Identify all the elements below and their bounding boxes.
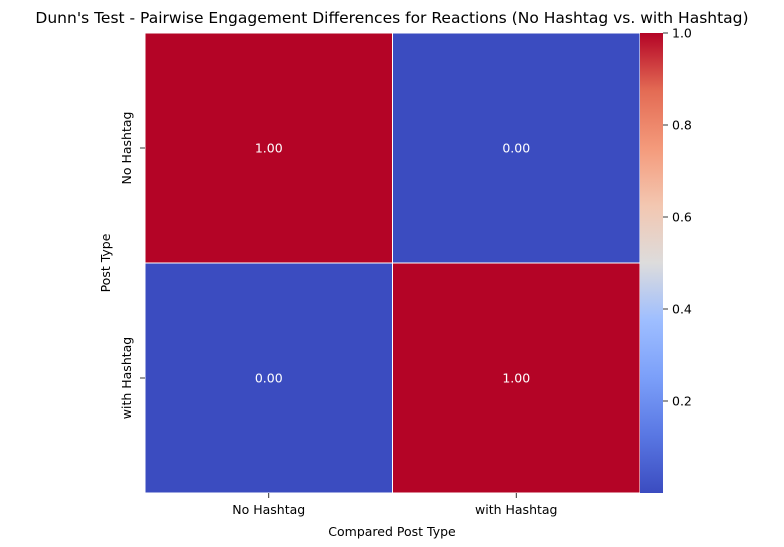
heatmap-cell <box>392 32 641 264</box>
x-tick-label: No Hashtag <box>232 502 305 517</box>
colorbar-ticks: 0.2 0.4 0.6 0.8 1.0 <box>663 26 692 409</box>
cell-annotation: 0.00 <box>502 141 530 156</box>
y-tick-label: with Hashtag <box>119 337 134 419</box>
cell-annotation: 1.00 <box>255 141 283 156</box>
heatmap-cell <box>392 262 641 494</box>
heatmap-cells <box>144 32 641 494</box>
chart-title: Dunn's Test - Pairwise Engagement Differ… <box>35 9 748 27</box>
x-axis-ticks: No Hashtag with Hashtag <box>232 493 557 517</box>
colorbar <box>640 33 663 493</box>
colorbar-tick-label: 0.6 <box>672 210 692 225</box>
colorbar-tick-label: 0.8 <box>672 118 692 133</box>
colorbar-tick-label: 1.0 <box>672 26 692 41</box>
heatmap-cell <box>144 262 393 494</box>
x-tick-label: with Hashtag <box>475 502 557 517</box>
y-tick-label: No Hashtag <box>119 112 134 185</box>
colorbar-tick-label: 0.4 <box>672 302 692 317</box>
cell-annotation: 0.00 <box>255 371 283 386</box>
y-axis-ticks: No Hashtag with Hashtag <box>119 112 145 419</box>
x-axis-label: Compared Post Type <box>328 524 456 539</box>
y-axis-label: Post Type <box>98 233 113 292</box>
cell-annotations: 1.00 0.00 0.00 1.00 <box>255 141 530 386</box>
colorbar-tick-label: 0.2 <box>672 394 692 409</box>
heatmap-cell <box>144 32 393 264</box>
cell-annotation: 1.00 <box>502 371 530 386</box>
